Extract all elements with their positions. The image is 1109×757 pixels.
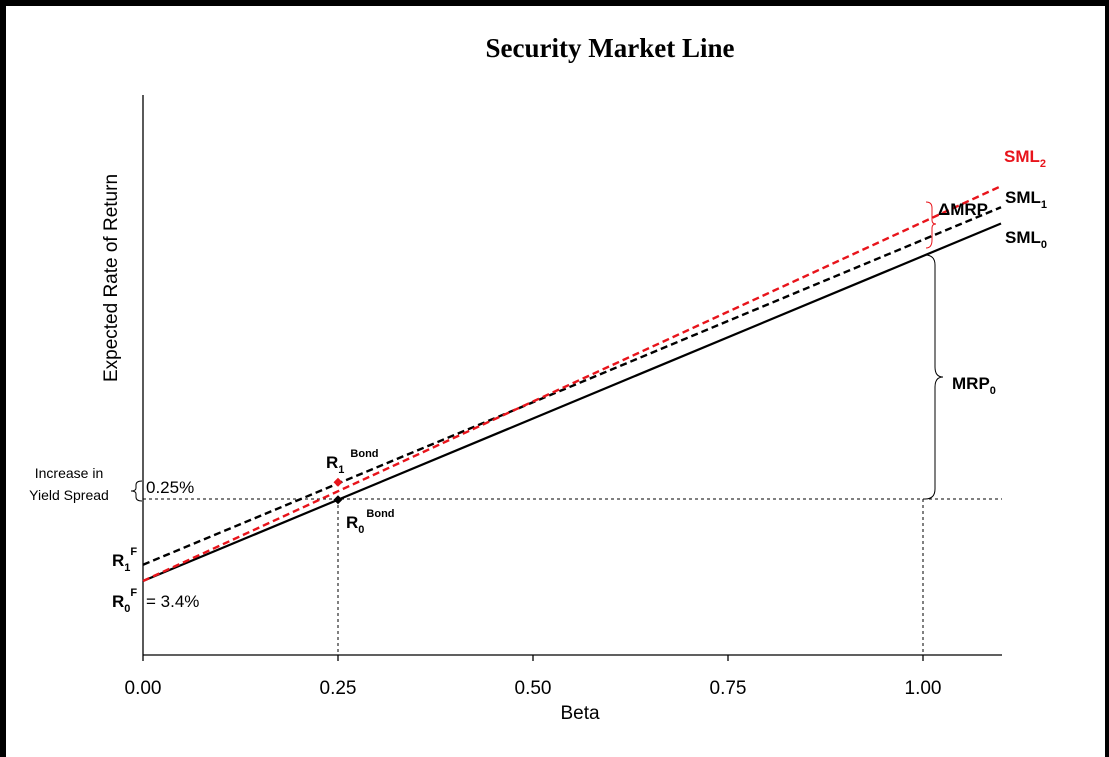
r1-bond-label: R1Bond — [326, 448, 379, 476]
mrp-brace — [924, 254, 944, 500]
sml0-label: SML0 — [1005, 228, 1047, 251]
delta-mrp-label: ΔMRP — [938, 200, 988, 219]
mrp0-label: MRP0 — [952, 374, 996, 397]
r1f-label: R1F — [112, 546, 137, 574]
series-line-sml0 — [142, 222, 1002, 583]
spread-value: 0.25% — [146, 478, 194, 497]
chart-title: Security Market Line — [486, 33, 735, 63]
x-axis-title: Beta — [560, 703, 600, 724]
data-point-r0-bond — [333, 495, 343, 505]
spread-label-line2: Yield Spread — [29, 487, 109, 503]
r0f-label: R0F — [112, 587, 137, 615]
sml2-label: SML2 — [1004, 147, 1046, 170]
delta-mrp-brace — [925, 201, 937, 249]
x-tick-label: 0.25 — [320, 678, 357, 699]
x-ticks: 0.00 0.25 0.50 0.75 1.00 — [125, 655, 942, 699]
y-axis-title: Expected Rate of Return — [101, 174, 122, 382]
series-group — [142, 185, 1002, 583]
series-line-sml2 — [142, 185, 1002, 583]
sml1-label: SML1 — [1005, 188, 1047, 211]
points-group — [333, 477, 343, 505]
series-line-sml1 — [142, 206, 1002, 566]
x-tick-label: 0.00 — [125, 678, 162, 699]
x-tick-label: 0.75 — [710, 678, 747, 699]
spread-label-line1: Increase in — [35, 465, 103, 481]
r0f-value: = 3.4% — [146, 592, 199, 611]
r0-bond-label: R0Bond — [346, 508, 395, 536]
data-point-r1-bond — [333, 477, 343, 487]
x-tick-label: 0.50 — [515, 678, 552, 699]
x-tick-label: 1.00 — [905, 678, 942, 699]
yield-spread-brace — [130, 480, 143, 502]
